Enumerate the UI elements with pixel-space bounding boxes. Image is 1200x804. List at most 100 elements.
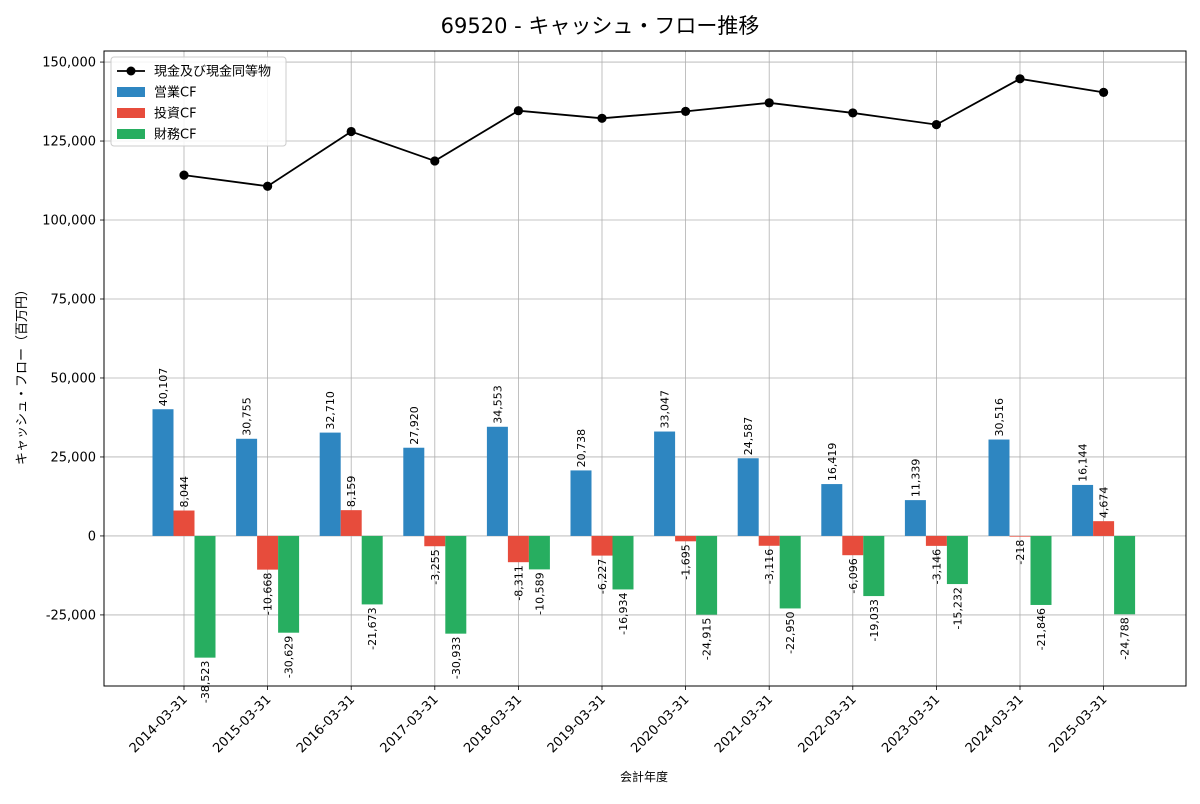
bar-investing-cf <box>340 510 362 536</box>
plot-frame <box>103 50 1187 687</box>
bar-value-label: -21,846 <box>1035 608 1048 650</box>
data-labels: 40,107 30,755 32,710 27,920 34,553 20,738 33,0… <box>157 368 1132 703</box>
bar-value-label: -218 <box>1014 540 1027 565</box>
y-axis-label: キャッシュ・フロー（百万円） <box>15 283 30 465</box>
bar-investing-cf <box>1093 521 1115 536</box>
bar-operating-cf <box>236 438 258 536</box>
y-tick-label: 100,000 <box>42 214 96 229</box>
y-tick-label: -25,000 <box>46 608 96 623</box>
bar-investing-cf <box>507 535 529 563</box>
bar-value-label: -19,033 <box>868 599 881 641</box>
bar-value-label: 30,755 <box>241 397 254 436</box>
bar-investing-cf <box>925 535 947 546</box>
bar-value-label: -21,673 <box>366 607 379 649</box>
legend-marker <box>126 66 136 76</box>
cash-equivalents-point <box>681 106 691 116</box>
legend-entry-label: 現金及び現金同等物 <box>154 64 271 80</box>
y-tick-label: 25,000 <box>51 450 97 465</box>
cash-equivalents-line <box>183 77 1104 188</box>
bar-value-label: 4,674 <box>1098 487 1111 519</box>
cash-equivalents-point <box>513 106 524 116</box>
bar-value-label: 40,107 <box>157 368 170 407</box>
y-tick-label: 75,000 <box>51 292 97 307</box>
line-series <box>179 74 1109 191</box>
cash-equivalents-point <box>179 170 189 180</box>
legend-bar-swatch <box>117 87 145 97</box>
bar-operating-cf <box>570 470 592 536</box>
y-tick-label: 125,000 <box>42 135 96 150</box>
legend-box <box>110 56 287 147</box>
bar-financing-cf <box>528 535 550 570</box>
bar-value-label: 20,738 <box>575 429 588 468</box>
bar-value-label: 8,044 <box>178 476 191 508</box>
bar-value-label: -6,096 <box>847 558 860 593</box>
bar-value-label: -1,695 <box>680 544 693 579</box>
bar-financing-cf <box>361 535 383 605</box>
bar-operating-cf <box>737 458 759 536</box>
bar-investing-cf <box>842 535 864 556</box>
bar-value-label: -3,255 <box>429 549 442 584</box>
cash-equivalents-point <box>1099 87 1109 97</box>
bar-value-label: -30,933 <box>450 637 463 679</box>
legend-entry-label: 財務CF <box>154 128 197 143</box>
y-tick-label: 150,000 <box>42 56 96 71</box>
legend-entry-label: 営業CF <box>154 85 197 101</box>
bar-investing-cf <box>257 535 279 570</box>
bar-operating-cf <box>486 426 508 536</box>
bar-operating-cf <box>403 447 425 536</box>
bar-value-label: 32,710 <box>324 391 337 430</box>
bar-value-label: -6,227 <box>596 559 609 594</box>
y-tick-label: 50,000 <box>51 371 97 386</box>
legend-entry-label: 投資CF <box>154 106 197 122</box>
bar-financing-cf <box>445 535 467 634</box>
chart-title: 69520 - キャッシュ・フロー推移 <box>441 14 760 38</box>
bar-financing-cf <box>863 535 885 597</box>
bar-financing-cf <box>696 535 718 615</box>
cash-equivalents-point <box>597 113 607 123</box>
bar-value-label: -8,311 <box>512 565 525 600</box>
bar-value-label: -3,146 <box>930 549 943 584</box>
bar-series <box>152 409 1136 658</box>
bar-value-label: -3,116 <box>763 549 776 584</box>
bar-financing-cf <box>612 535 634 590</box>
bar-operating-cf <box>988 439 1010 536</box>
bar-value-label: 16,419 <box>826 443 839 482</box>
x-axis-label: 会計年度 <box>620 769 668 784</box>
cash-equivalents-point <box>764 98 774 108</box>
bar-operating-cf <box>904 500 926 536</box>
bar-investing-cf <box>591 535 613 556</box>
bar-financing-cf <box>1030 535 1052 605</box>
bar-operating-cf <box>152 409 174 536</box>
bar-value-label: -10,668 <box>262 573 275 615</box>
bar-value-label: 24,587 <box>742 417 755 456</box>
cash-equivalents-point <box>848 108 858 118</box>
bar-value-label: -22,950 <box>784 611 797 653</box>
bar-value-label: 11,339 <box>909 459 922 498</box>
bar-operating-cf <box>654 431 676 536</box>
legend-bar-swatch <box>117 108 145 118</box>
bar-financing-cf <box>278 535 300 633</box>
cash-equivalents-point <box>931 120 942 130</box>
bar-operating-cf <box>821 484 843 536</box>
bar-investing-cf <box>675 535 697 542</box>
bar-value-label: 16,144 <box>1077 443 1090 482</box>
bar-value-label: -10,589 <box>533 572 546 614</box>
bar-financing-cf <box>1114 535 1136 615</box>
y-tick-label: 0 <box>88 529 96 544</box>
bar-value-label: 8,159 <box>345 476 358 508</box>
bar-value-label: -16,934 <box>617 592 630 634</box>
bar-value-label: -30,629 <box>283 636 296 678</box>
bar-financing-cf <box>946 535 968 585</box>
bar-investing-cf <box>173 510 195 536</box>
bar-value-label: 27,920 <box>408 406 421 445</box>
cash-equivalents-point <box>263 181 273 191</box>
bar-value-label: 34,553 <box>491 385 504 424</box>
bar-value-label: 30,516 <box>993 398 1006 437</box>
bar-investing-cf <box>1009 535 1031 537</box>
cash-equivalents-point <box>430 156 440 166</box>
bar-financing-cf <box>779 535 801 609</box>
bar-value-label: -24,788 <box>1119 617 1132 659</box>
